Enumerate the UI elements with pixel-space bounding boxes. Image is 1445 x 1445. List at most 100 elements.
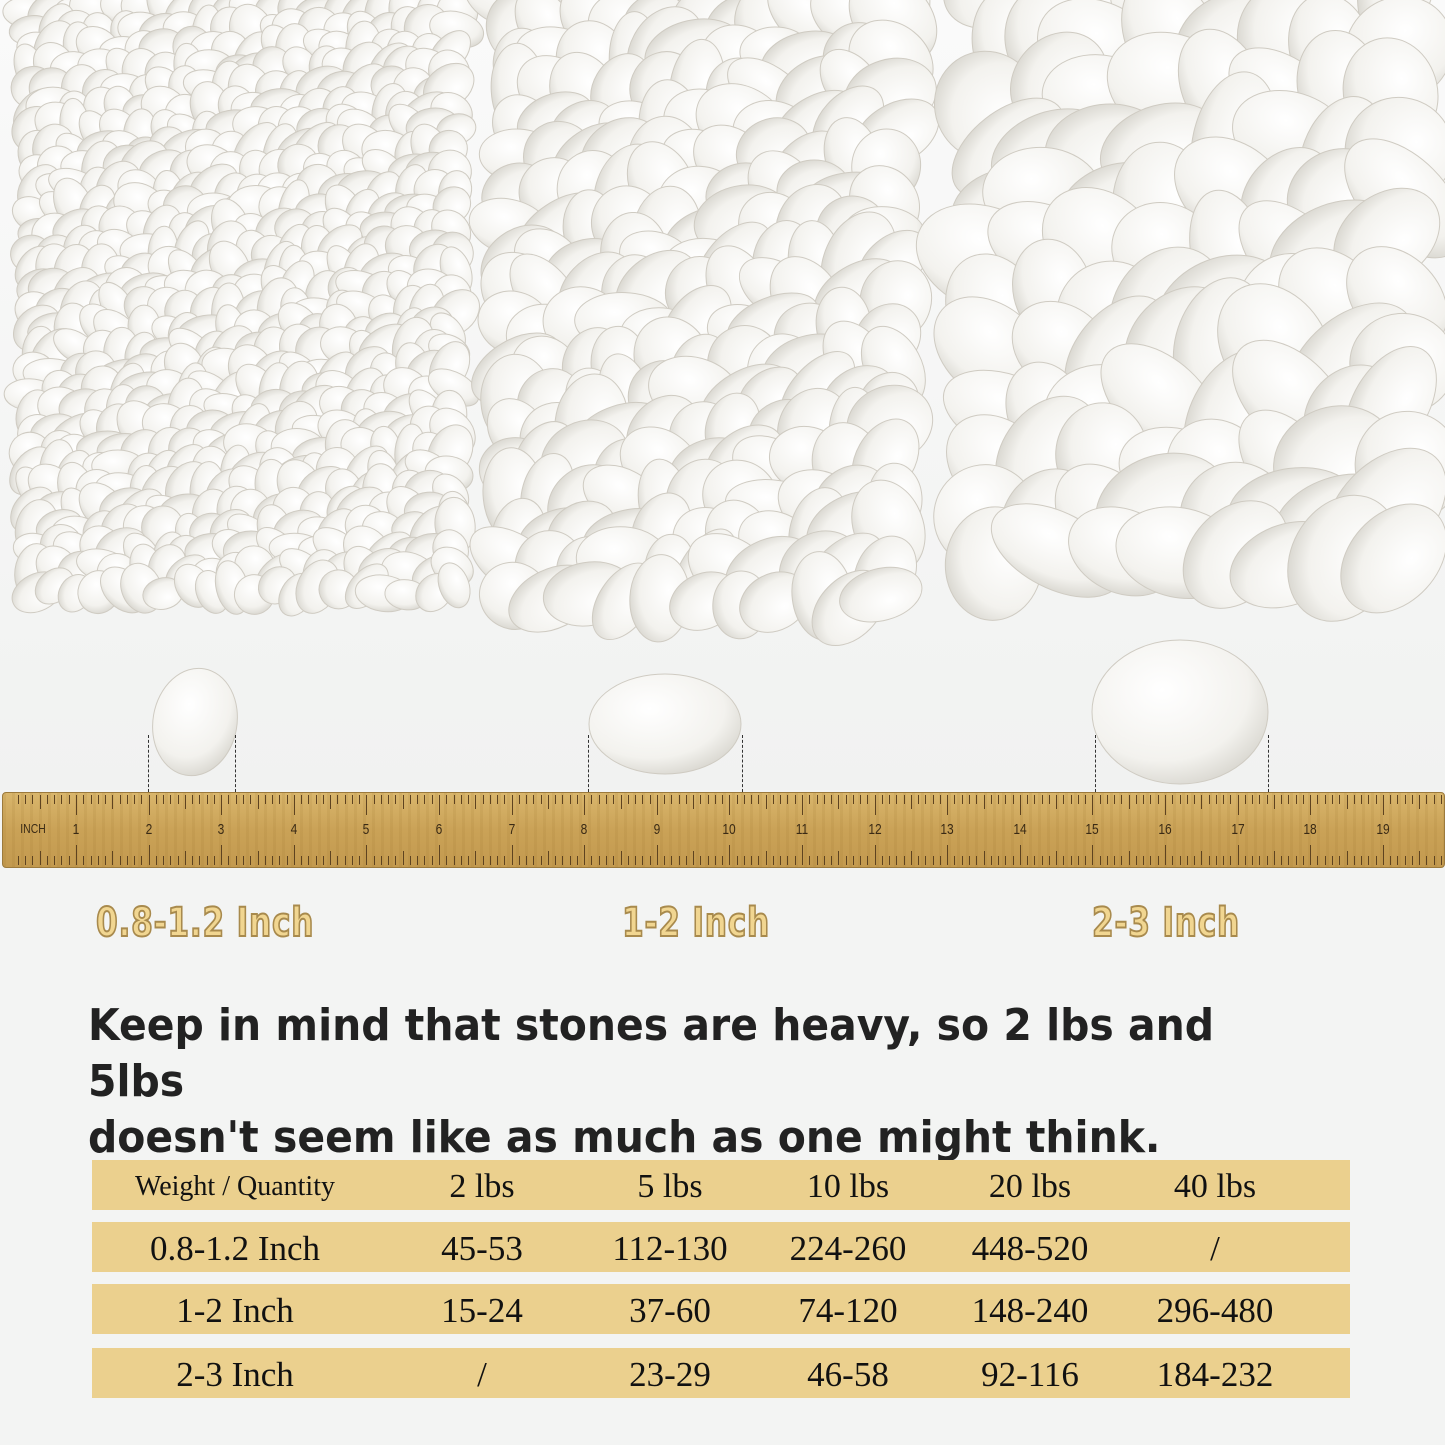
ruler-tick [852, 795, 854, 804]
ruler-tick [25, 856, 27, 865]
ruler-tick [1404, 856, 1406, 865]
ruler-tick [540, 795, 542, 804]
ruler-tick [620, 851, 622, 865]
ruler-tick [344, 795, 346, 804]
ruler-tick [1346, 795, 1348, 809]
ruler-tick [272, 795, 274, 804]
ruler-tick [918, 795, 920, 804]
measure-line [742, 735, 743, 792]
ruler-tick [642, 795, 644, 804]
ruler-tick [990, 795, 992, 804]
ruler-tick [504, 795, 506, 804]
ruler-tick [547, 795, 549, 809]
ruler-tick [983, 851, 985, 865]
ruler-tick [678, 795, 680, 804]
ruler-tick [1048, 856, 1050, 865]
sample-pebble-small [152, 667, 238, 777]
ruler-tick [235, 856, 237, 865]
ruler-tick [489, 856, 491, 865]
ruler-tick [453, 795, 455, 804]
ruler-tick [286, 795, 288, 804]
table-header: Weight / Quantity 2 lbs 5 lbs 10 lbs 20 … [92, 1160, 1350, 1210]
ruler-tick [1092, 845, 1094, 865]
ruler-tick [1172, 856, 1174, 865]
ruler-tick [591, 856, 593, 865]
ruler-tick [932, 856, 934, 865]
ruler-tick [417, 856, 419, 865]
ruler-tick [1150, 856, 1152, 865]
ruler-tick [105, 795, 107, 804]
ruler-tick [627, 856, 629, 865]
header-cell: 10 lbs [806, 1168, 890, 1205]
ruler-tick [373, 795, 375, 804]
ruler-tick [1375, 795, 1377, 804]
ruler-tick [932, 795, 934, 804]
ruler-tick [1411, 856, 1413, 865]
ruler-tick [1077, 795, 1079, 804]
ruler-tick [809, 856, 811, 865]
header-cell: 2 lbs [449, 1168, 515, 1205]
ruler-tick [526, 795, 528, 804]
ruler-tick [308, 795, 310, 804]
ruler-tick [555, 795, 557, 804]
ruler-tick [330, 795, 332, 809]
ruler-tick [794, 856, 796, 865]
ruler-tick [852, 856, 854, 865]
ruler-tick [1230, 795, 1232, 804]
ruler-tick [1186, 795, 1188, 804]
ruler-tick [301, 856, 303, 865]
ruler-tick [1121, 856, 1123, 865]
ruler-tick [141, 856, 143, 865]
ruler-tick [431, 856, 433, 865]
ruler-tick [184, 851, 186, 865]
ruler-number: 8 [580, 821, 588, 838]
ruler-tick [678, 856, 680, 865]
ruler-tick [1223, 795, 1225, 804]
ruler-tick [1252, 856, 1254, 865]
note-line-2: doesn't seem like as much as one might t… [88, 1112, 1161, 1163]
ruler-tick [889, 795, 891, 804]
ruler-tick [1390, 795, 1392, 804]
ruler-tick [170, 795, 172, 804]
ruler-tick [910, 851, 912, 865]
pebble [1340, 503, 1445, 614]
ruler-tick [344, 856, 346, 865]
ruler-tick [279, 795, 281, 804]
ruler-tick [1375, 856, 1377, 865]
ruler-number: 6 [435, 821, 443, 838]
ruler-tick [1368, 795, 1370, 804]
ruler-tick [199, 856, 201, 865]
ruler-tick [998, 856, 1000, 865]
ruler-tick [1237, 845, 1239, 865]
ruler-tick [1339, 795, 1341, 804]
ruler-tick [518, 795, 520, 804]
ruler-tick [1419, 795, 1421, 809]
ruler-tick [1259, 795, 1261, 804]
ruler-tick [468, 795, 470, 804]
table-cell: 0.8-1.2 Inch [149, 1229, 321, 1268]
ruler-tick [504, 856, 506, 865]
ruler-tick [729, 795, 731, 815]
ruler-tick [1085, 856, 1087, 865]
header-cell: 20 lbs [988, 1168, 1072, 1205]
ruler-tick [874, 845, 876, 865]
ruler-tick [613, 856, 615, 865]
ruler-tick [54, 795, 56, 804]
ruler-tick [163, 856, 165, 865]
ruler-tick [1440, 856, 1442, 865]
ruler-tick [388, 856, 390, 865]
ruler-tick [460, 856, 462, 865]
ruler-tick [359, 856, 361, 865]
ruler-tick [598, 856, 600, 865]
ruler-tick [939, 856, 941, 865]
ruler-tick [656, 845, 658, 865]
ruler-tick [758, 856, 760, 865]
ruler-tick [32, 795, 34, 804]
ruler-tick [192, 795, 194, 804]
ruler-tick [112, 795, 114, 809]
ruler-tick [860, 795, 862, 804]
ruler-tick [1324, 795, 1326, 804]
header-cell: 5 lbs [637, 1168, 703, 1205]
table-cell: 184-232 [1156, 1355, 1274, 1394]
ruler-tick [1128, 851, 1130, 865]
